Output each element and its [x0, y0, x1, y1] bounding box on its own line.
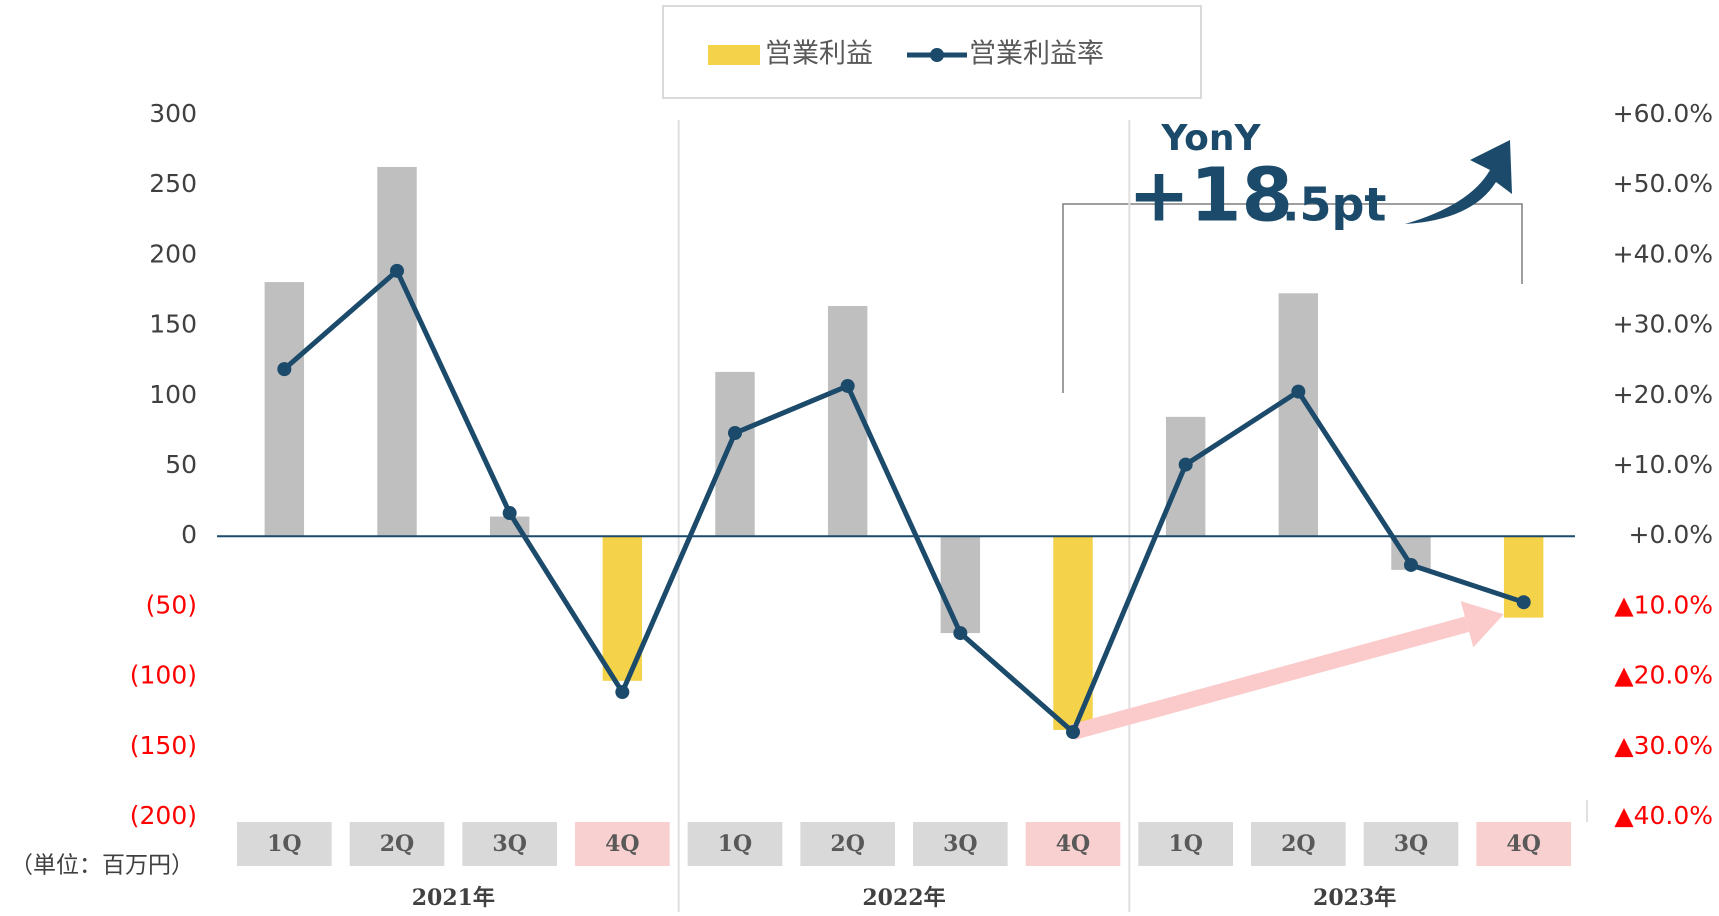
category-box [1363, 822, 1459, 866]
x-tick-label: 4Q [1506, 831, 1540, 857]
x-tick-label: 4Q [605, 831, 639, 857]
y-tick-label: (150) [130, 731, 197, 760]
line [282, 268, 1525, 735]
yony-label: YonY [1160, 118, 1261, 159]
x-tick-label: 2Q [830, 831, 864, 857]
category-box [575, 822, 670, 866]
y2-tick-label: ▲30.0% [1614, 731, 1713, 760]
y-tick-label: (200) [130, 801, 197, 830]
y2-tick-label: +20.0% [1613, 380, 1713, 409]
bar [377, 166, 417, 537]
unit-note: （単位：百万円） [10, 853, 194, 879]
category-box [462, 822, 557, 866]
category-box [1025, 822, 1121, 866]
y-tick-label: 150 [149, 310, 197, 339]
y-tick-label: 300 [149, 99, 197, 128]
line-marker [1066, 725, 1080, 740]
y2-tick-label: +60.0% [1613, 99, 1713, 128]
y-tick-label: 250 [149, 169, 197, 198]
x-tick-label: 3Q [943, 831, 977, 857]
x-tick-label: 4Q [1056, 831, 1090, 857]
y-tick-label: (50) [146, 590, 197, 619]
x-tick-label: 3Q [492, 831, 526, 857]
line-marker [615, 685, 630, 700]
y-tick-label: 100 [149, 380, 197, 409]
y2-tick-label: +10.0% [1613, 450, 1713, 479]
line-marker [840, 378, 855, 393]
line-marker [1404, 557, 1418, 572]
category-box [349, 822, 445, 866]
line-marker [390, 263, 404, 278]
category-box [1476, 822, 1571, 866]
line-marker [1178, 457, 1193, 472]
x-tick-label: 1Q [1168, 831, 1202, 857]
bar [1165, 416, 1206, 537]
y2-tick-label: +30.0% [1613, 310, 1713, 339]
group-label: 2021年 [412, 885, 495, 911]
y2-tick-label: ▲40.0% [1614, 801, 1713, 830]
y2-tick-label: +50.0% [1613, 169, 1713, 198]
legend-label: 営業利益率 [969, 39, 1104, 70]
legend-marker [930, 48, 944, 62]
line-marker [953, 626, 968, 641]
y-tick-label: 50 [165, 450, 197, 479]
up-arrow [1405, 140, 1512, 224]
line-marker [277, 362, 292, 377]
y-tick-label: (100) [130, 661, 197, 690]
line-marker [1291, 384, 1306, 399]
bracket [1062, 203, 1523, 393]
y2-tick-label: +0.0% [1629, 520, 1713, 549]
bar [940, 536, 981, 634]
bar [715, 371, 755, 537]
group-label: 2023年 [1313, 885, 1396, 911]
category-box [237, 822, 332, 866]
line-marker [502, 506, 517, 521]
x-tick-label: 2Q [380, 831, 414, 857]
y-tick-label: 200 [149, 239, 197, 268]
legend-label: 営業利益 [765, 39, 873, 70]
x-tick-label: 2Q [1281, 831, 1315, 857]
y2-tick-label: +40.0% [1613, 239, 1713, 268]
x-tick-label: 1Q [718, 831, 752, 857]
bar [827, 305, 868, 537]
y-tick-label: 0 [181, 520, 197, 549]
x-tick-label: 1Q [267, 831, 301, 857]
y2-tick-label: ▲20.0% [1614, 661, 1713, 690]
x-tick-label: 3Q [1394, 831, 1428, 857]
category-box [913, 822, 1008, 866]
yony-value: +18 [1128, 153, 1293, 239]
line-marker [1516, 595, 1531, 610]
category-box [1251, 822, 1346, 866]
legend: 営業利益 営業利益率 [708, 39, 1104, 70]
group-label: 2022年 [862, 885, 945, 911]
bar [264, 282, 305, 537]
yony-value-tail: .5pt [1282, 178, 1386, 232]
line-marker [728, 426, 742, 441]
yony-annotation: YonY +18 .5pt [1062, 118, 1523, 393]
y2-tick-label: ▲10.0% [1614, 590, 1713, 619]
category-box [687, 822, 783, 866]
legend-swatch [708, 45, 760, 65]
category-box [1138, 822, 1233, 866]
category-box [800, 822, 895, 866]
trend-arrow-head [1460, 601, 1504, 648]
trend-arrow [1070, 616, 1470, 740]
